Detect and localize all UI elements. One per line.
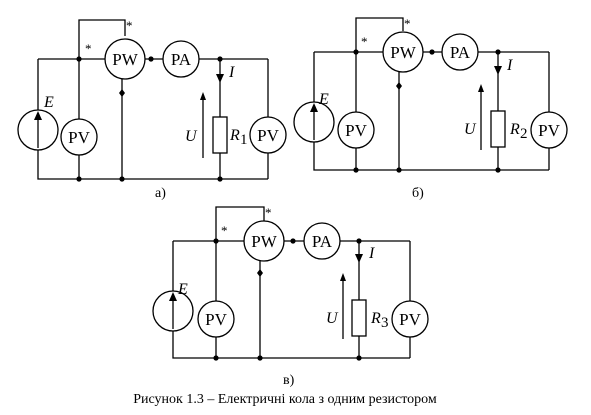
resistor-letter: R <box>229 127 240 144</box>
generator-mark: * <box>404 16 411 31</box>
ammeter-pa <box>441 33 479 71</box>
wire-voltage-coil <box>78 19 126 59</box>
node-dot <box>353 49 359 55</box>
resistor-letter: R <box>509 121 520 138</box>
current-label: I <box>228 64 235 81</box>
generator-mark: * <box>221 223 228 238</box>
voltmeter-label: PV <box>257 126 279 145</box>
node-dot <box>495 49 501 55</box>
resistor-index: 1 <box>240 132 248 148</box>
diamond-node <box>396 82 402 90</box>
node-dot <box>429 49 435 55</box>
voltmeter-label: PV <box>205 310 227 329</box>
circuit-c: E PV PW * * PA I U R 3 PV в) <box>152 205 429 388</box>
node-dot <box>353 167 359 173</box>
generator-mark: * <box>126 18 133 33</box>
voltage-label: U <box>185 128 198 145</box>
arrow-up-icon <box>169 292 177 301</box>
ammeter-label: PA <box>312 232 333 251</box>
voltmeter-label: PV <box>538 121 560 140</box>
resistor <box>351 299 367 337</box>
resistor-index: 3 <box>381 315 389 331</box>
voltmeter-pv <box>249 116 287 154</box>
node-dot <box>356 238 362 244</box>
resistor-index: 2 <box>520 126 528 142</box>
voltmeter-pv <box>197 300 235 338</box>
source-label: E <box>318 91 329 108</box>
node-dot <box>213 355 219 361</box>
figure-caption: Рисунок 1.3 – Електричні кола з одним ре… <box>133 392 437 407</box>
voltmeter-label: PV <box>345 121 367 140</box>
ammeter-pa <box>162 40 200 78</box>
diamond-node <box>257 269 263 277</box>
node-dot <box>217 176 223 182</box>
node-dot <box>290 238 296 244</box>
voltmeter-label: PV <box>68 128 90 147</box>
voltmeter-pv <box>530 111 568 149</box>
arrow-up-icon <box>340 273 346 281</box>
wattmeter-label: PW <box>390 43 416 62</box>
ammeter-label: PA <box>171 50 192 69</box>
arrow-down-icon <box>355 254 363 263</box>
wattmeter-pw <box>243 220 285 262</box>
arrow-up-icon <box>34 111 42 120</box>
circuit-label: в) <box>283 373 295 388</box>
voltmeter-label: PV <box>399 310 421 329</box>
wattmeter-pw <box>104 38 146 80</box>
wattmeter-label: PW <box>251 232 277 251</box>
wire-top-left <box>37 59 268 180</box>
voltmeter-pv <box>391 300 429 338</box>
resistor-letter: R <box>370 310 381 327</box>
wattmeter-label: PW <box>112 50 138 69</box>
resistor <box>490 110 506 148</box>
circuit-label: а) <box>155 186 166 201</box>
ammeter-label: PA <box>450 43 471 62</box>
generator-mark: * <box>85 41 92 56</box>
voltage-label: U <box>326 310 339 327</box>
source-label: E <box>177 281 188 298</box>
node-dot <box>76 176 82 182</box>
node-dot <box>119 176 125 182</box>
node-dot <box>148 56 154 62</box>
current-label: I <box>368 245 375 262</box>
diamond-node <box>119 89 125 97</box>
generator-mark: * <box>265 205 272 220</box>
resistor <box>212 116 228 154</box>
node-dot <box>257 355 263 361</box>
node-dot <box>213 238 219 244</box>
wattmeter-pw <box>382 31 424 73</box>
circuit-a: E PV PW * * PA I U R 1 PV а) <box>17 18 287 201</box>
ammeter-pa <box>303 222 341 260</box>
arrow-up-icon <box>478 84 484 92</box>
circuit-b: E PV PW * * PA I U R 2 PV б) <box>293 16 568 201</box>
node-dot <box>76 56 82 62</box>
arrow-up-icon <box>310 103 318 112</box>
current-label: I <box>506 57 513 74</box>
voltmeter-pv <box>337 111 375 149</box>
arrow-down-icon <box>494 66 502 75</box>
arrow-up-icon <box>200 92 206 100</box>
node-dot <box>495 167 501 173</box>
node-dot <box>217 56 223 62</box>
source-label: E <box>43 94 54 111</box>
circuit-label: б) <box>412 186 424 201</box>
voltmeter-pv <box>60 118 98 156</box>
node-dot <box>396 167 402 173</box>
voltage-label: U <box>464 121 477 138</box>
arrow-down-icon <box>216 74 224 83</box>
node-dot <box>356 355 362 361</box>
generator-mark: * <box>361 34 368 49</box>
